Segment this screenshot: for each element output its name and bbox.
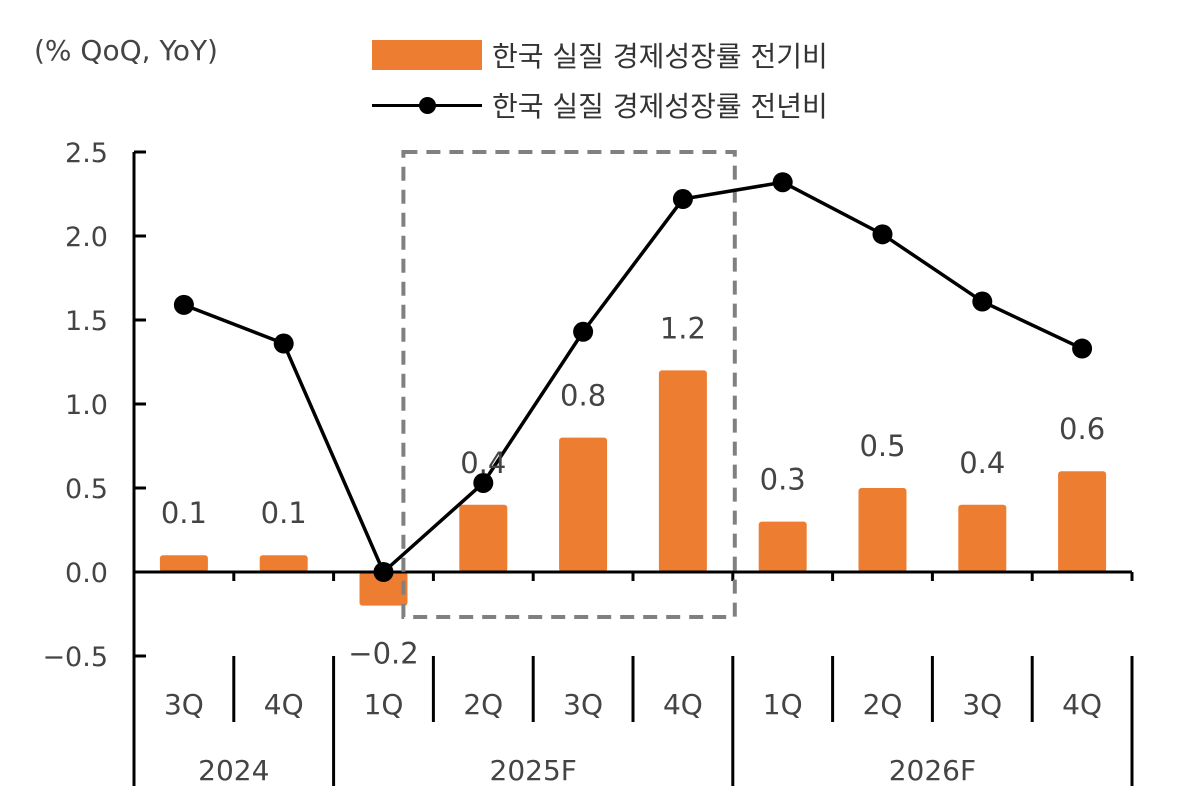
yoy-point [173, 294, 194, 315]
legend-bar-swatch [372, 40, 482, 70]
x-category-label: 4Q [264, 688, 304, 721]
x-category-label: 2Q [863, 688, 903, 721]
bar-data-label: 0.6 [1059, 412, 1105, 446]
yoy-line [183, 180, 1083, 575]
x-group-label: 2026F [889, 754, 976, 787]
bar-data-label: 0.3 [760, 463, 806, 497]
y-tick-label: 2.5 [65, 138, 108, 169]
x-category-label: 3Q [563, 688, 603, 721]
y-tick-label: 2.0 [65, 222, 108, 253]
highlight-box [401, 150, 737, 619]
bar-data-label: −0.2 [348, 637, 418, 671]
legend-line-swatch [372, 90, 482, 120]
x-category-label: 2Q [463, 688, 503, 721]
bar [758, 521, 807, 572]
yoy-point [273, 333, 294, 354]
y-tick-label: 0.5 [65, 474, 108, 505]
yoy-point [772, 172, 793, 193]
bar [159, 555, 208, 572]
bar [459, 504, 508, 572]
legend-item-line: 한국 실질 경제성장률 전년비 [372, 80, 828, 130]
bar-data-label: 0.4 [959, 446, 1005, 480]
bar [359, 572, 408, 606]
legend-bar-label: 한국 실질 경제성장률 전기비 [492, 40, 828, 73]
bar-data-label: 1.2 [660, 311, 706, 345]
bar [1058, 471, 1107, 572]
yoy-point [672, 189, 693, 210]
bar [259, 555, 308, 572]
legend-line-label: 한국 실질 경제성장률 전년비 [492, 90, 828, 123]
bar [958, 504, 1007, 572]
x-category-label: 4Q [1062, 688, 1102, 721]
unit-label: (% QoQ, YoY) [34, 34, 218, 67]
x-category-label: 1Q [763, 688, 803, 721]
bar-data-label: 0.4 [460, 446, 506, 480]
yoy-point [573, 321, 594, 342]
bar [658, 370, 707, 572]
x-category-label: 3Q [164, 688, 204, 721]
bar-data-label: 0.1 [261, 496, 307, 530]
x-category-label: 4Q [663, 688, 703, 721]
x-category-label: 3Q [962, 688, 1002, 721]
y-tick-label: 0.0 [65, 558, 108, 589]
bar-data-label: 0.5 [859, 429, 905, 463]
legend: 한국 실질 경제성장률 전기비 한국 실질 경제성장률 전년비 [372, 30, 828, 130]
bar-data-label: 0.8 [560, 379, 606, 413]
bar [559, 437, 608, 572]
legend-item-bar: 한국 실질 경제성장률 전기비 [372, 30, 828, 80]
yoy-point [972, 291, 993, 312]
bar-data-label: 0.1 [161, 496, 207, 530]
yoy-point [473, 472, 494, 493]
x-category-label: 1Q [364, 688, 404, 721]
yoy-point [373, 562, 394, 582]
x-group-label: 2025F [490, 754, 577, 787]
bar [858, 488, 907, 572]
yoy-point [1072, 338, 1093, 359]
x-group-label: 2024 [198, 754, 269, 787]
y-tick-label: 1.5 [65, 306, 108, 337]
yoy-point [872, 224, 893, 245]
y-tick-label: −0.5 [42, 642, 108, 673]
y-tick-label: 1.0 [65, 390, 108, 421]
